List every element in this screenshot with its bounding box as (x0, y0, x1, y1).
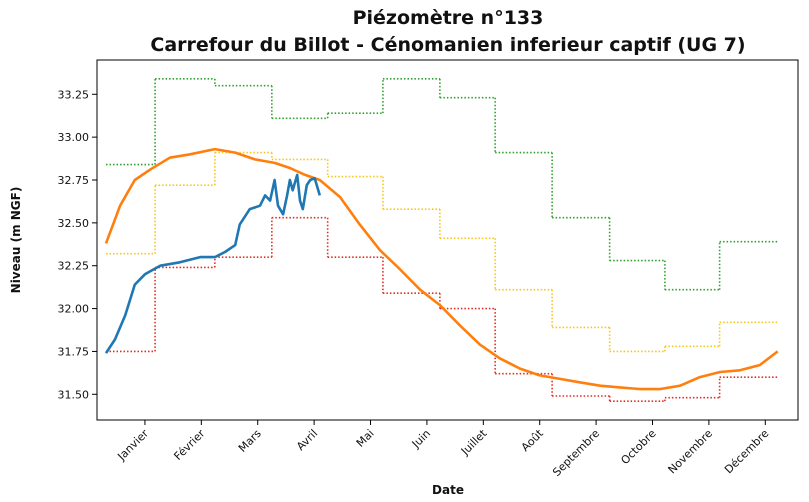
y-tick-label: 31.50 (58, 388, 90, 401)
y-tick-label: 31.75 (58, 345, 90, 358)
x-tick-label: Juin (409, 427, 433, 451)
y-tick-label: 32.50 (58, 217, 90, 230)
chart-subtitle: Carrefour du Billot - Cénomanien inferie… (150, 34, 745, 56)
y-tick-label: 32.00 (58, 303, 90, 316)
y-axis-label: Niveau (m NGF) (9, 187, 23, 294)
x-tick-label: Mars (236, 427, 264, 455)
series-line (104, 173, 322, 354)
x-tick-label: Septembre (550, 427, 602, 479)
y-tick-label: 33.25 (58, 88, 90, 101)
plot-frame (96, 59, 799, 421)
x-tick-label: Août (519, 426, 547, 454)
y-tick-label: 32.75 (58, 174, 90, 187)
x-tick-label: Janvier (114, 427, 151, 464)
x-tick-label: Décembre (722, 427, 772, 477)
x-tick-label: Mai (354, 427, 377, 450)
y-tick-label: 32.25 (58, 260, 90, 273)
series-line (104, 147, 779, 391)
y-tick-label: 33.00 (58, 131, 90, 144)
x-tick-label: Avril (294, 427, 320, 453)
x-tick-label: Novembre (666, 427, 716, 477)
x-axis-label: Date (432, 483, 464, 497)
x-tick-label: Octobre (618, 427, 658, 467)
x-tick-label: Février (171, 427, 207, 463)
x-tick-label: Juillet (458, 426, 490, 458)
chart-title: Piézomètre n°133 (353, 7, 544, 29)
